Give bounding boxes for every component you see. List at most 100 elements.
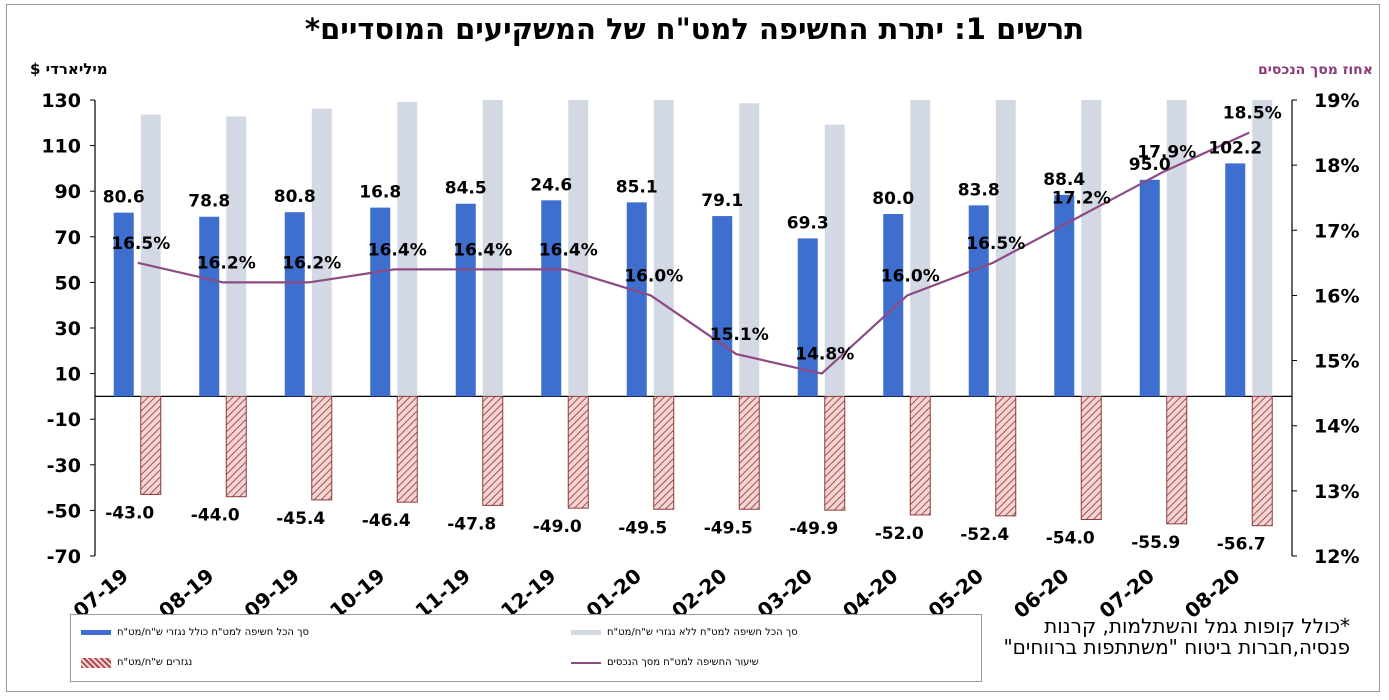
left-axis-label: מיליארדי $: [30, 60, 108, 78]
label-total-value: 102.2: [1208, 138, 1262, 158]
left-tick-label: 10: [55, 364, 81, 386]
label-total-value: 80.6: [103, 188, 145, 208]
bar-derivatives: [311, 395, 333, 501]
label-derivatives-value: -55.9: [1131, 533, 1180, 553]
label-derivatives-value: -49.9: [789, 519, 838, 539]
left-tick-label: -50: [47, 500, 81, 522]
label-share-value: 16.4%: [453, 240, 512, 260]
share-line: [137, 131, 1250, 375]
bar-total-exposure: [1139, 179, 1160, 397]
legend-label-without-derivatives: סך הכל חשיפה למט"ח ללא נגזרי ש"ח/מט"ח: [607, 627, 798, 638]
right-tick-label: 16%: [1314, 285, 1359, 307]
bar-without-derivatives: [910, 100, 931, 397]
bar-total-exposure: [712, 216, 733, 397]
bar-without-derivatives: [397, 101, 418, 397]
bar-total-exposure: [541, 200, 562, 397]
label-share-value: 16.0%: [624, 266, 683, 286]
bar-without-derivatives: [1081, 100, 1102, 397]
legend-item-total: סך הכל חשיפה למט"ח כולל נגזרי ש"ח/מט"ח: [81, 627, 309, 638]
label-total-value: 24.6: [530, 175, 572, 195]
label-total-value: 84.5: [445, 179, 487, 199]
right-tick-label: 19%: [1314, 90, 1359, 112]
label-total-value: 95.0: [1129, 155, 1171, 175]
legend-item-share-line: שיעור החשיפה למט"ח מסך הנכסים: [571, 657, 759, 668]
bar-derivatives: [140, 395, 162, 495]
bar-without-derivatives: [140, 114, 161, 397]
legend-swatch-derivatives: [81, 657, 111, 668]
bar-total-exposure: [626, 202, 647, 397]
label-total-value: 85.1: [616, 177, 658, 197]
label-share-value: 14.8%: [795, 345, 854, 365]
label-total-value: 83.8: [958, 180, 1000, 200]
label-share-value: 18.5%: [1223, 104, 1282, 124]
right-tick-label: 17%: [1314, 220, 1359, 242]
bar-total-exposure: [797, 238, 818, 397]
bar-total-exposure: [284, 212, 305, 397]
label-share-value: 17.9%: [1137, 143, 1196, 163]
chart-title: תרשים 1: יתרת החשיפה למט"ח של המשקיעים ה…: [304, 12, 1085, 46]
bar-total-exposure: [455, 203, 476, 397]
label-derivatives-value: -52.4: [960, 525, 1009, 545]
label-derivatives-value: -54.0: [1046, 529, 1095, 549]
bar-derivatives: [567, 395, 589, 509]
label-share-value: 16.4%: [539, 240, 598, 260]
bar-total-exposure: [199, 216, 220, 397]
bar-derivatives: [909, 395, 931, 516]
label-share-value: 16.2%: [282, 253, 341, 273]
label-total-value: 69.3: [787, 213, 829, 233]
legend-item-derivatives: נגזרים ש"ח/מט"ח: [81, 657, 192, 668]
label-derivatives-value: -47.8: [447, 514, 496, 534]
label-derivatives-value: -43.0: [105, 503, 154, 523]
bar-without-derivatives: [653, 100, 674, 397]
bar-derivatives: [1080, 395, 1102, 521]
bar-derivatives: [995, 395, 1017, 517]
legend-swatch-share-line: [571, 661, 601, 664]
left-tick-label: 110: [41, 136, 81, 158]
label-share-value: 16.2%: [197, 253, 256, 273]
left-tick-label: 30: [55, 318, 81, 340]
bar-derivatives: [1251, 395, 1273, 527]
bar-derivatives: [482, 395, 504, 506]
label-total-value: 80.0: [872, 189, 914, 209]
left-tick-label: 130: [41, 90, 81, 112]
label-total-value: 79.1: [701, 191, 743, 211]
bar-without-derivatives: [568, 100, 589, 397]
label-total-value: 88.4: [1043, 170, 1085, 190]
bar-without-derivatives: [226, 116, 247, 397]
right-tick-label: 14%: [1314, 416, 1359, 438]
bar-derivatives: [653, 395, 675, 510]
left-tick-label: 90: [55, 181, 81, 203]
bar-without-derivatives: [1252, 100, 1273, 397]
right-axis-label: אחוז מסך הנכסים: [1258, 62, 1373, 78]
label-derivatives-value: -44.0: [191, 506, 240, 526]
chart-frame: [6, 4, 1380, 692]
bar-derivatives: [738, 395, 760, 510]
legend-label-derivatives: נגזרים ש"ח/מט"ח: [117, 657, 193, 668]
left-tick-label: -70: [47, 546, 81, 568]
label-share-value: 15.1%: [710, 325, 769, 345]
left-tick-label: 70: [55, 227, 81, 249]
label-derivatives-value: -49.5: [618, 518, 667, 538]
bar-total-exposure: [1225, 163, 1246, 397]
bar-without-derivatives: [1166, 100, 1187, 397]
legend-swatch-without-derivatives: [571, 630, 601, 635]
legend-label-total: סך הכל חשיפה למט"ח כולל נגזרי ש"ח/מט"ח: [117, 627, 310, 638]
label-share-value: 16.0%: [881, 266, 940, 286]
footnote: *כולל קופות גמל והשתלמות, קרנות פנסיה,חב…: [1003, 614, 1350, 659]
legend-item-without-derivatives: סך הכל חשיפה למט"ח ללא נגזרי ש"ח/מט"ח: [571, 627, 798, 638]
label-share-value: 17.2%: [1052, 188, 1111, 208]
label-total-value: 78.8: [188, 192, 230, 212]
label-total-value: 16.8: [359, 183, 401, 203]
bar-without-derivatives: [995, 100, 1016, 397]
label-derivatives-value: -56.7: [1217, 535, 1266, 555]
bar-without-derivatives: [482, 100, 503, 397]
bar-total-exposure: [113, 212, 134, 397]
bar-derivatives: [396, 395, 418, 503]
right-tick-label: 13%: [1314, 481, 1359, 503]
label-derivatives-value: -45.4: [276, 509, 325, 529]
bar-derivatives: [225, 395, 247, 498]
label-derivatives-value: -49.0: [533, 517, 582, 537]
bar-total-exposure: [1054, 194, 1075, 397]
label-derivatives-value: -49.5: [704, 518, 753, 538]
legend-swatch-total: [81, 630, 111, 635]
